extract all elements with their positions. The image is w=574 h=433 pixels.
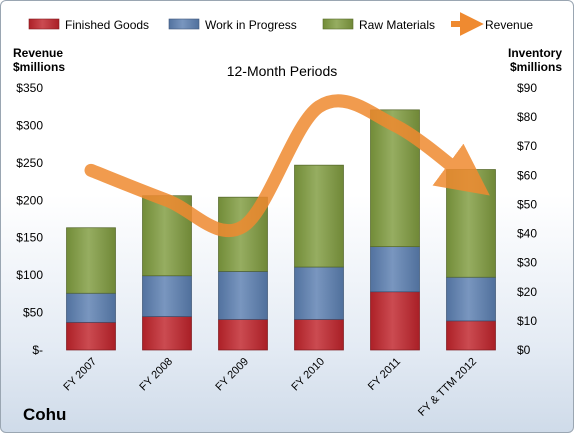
bar-work-in-progress-fy-ttm-2012 [446,276,496,322]
left-tick-label: $250 [16,156,43,170]
bar-raw-materials-fy-2007 [66,227,116,294]
legend-swatch-work-in-progress [168,18,200,30]
bar-finished-goods-fy-2008 [142,316,192,351]
bar-work-in-progress-fy-2010 [294,266,344,320]
right-tick-label: $80 [517,110,537,124]
left-tick-label: $300 [16,118,43,132]
left-tick-label: $50 [23,306,43,320]
legend-swatch-finished-goods [28,18,60,30]
right-axis-title-line2: $millions [510,60,562,74]
bar-work-in-progress-fy-2011 [370,246,420,293]
bar-finished-goods-fy-2009 [218,319,268,351]
bar-work-in-progress-fy-2007 [66,292,116,323]
bar-work-in-progress-fy-2009 [218,271,268,320]
left-axis-title-line1: Revenue [13,46,63,60]
bar-raw-materials-fy-2010 [294,164,344,268]
x-tick-label: FY & TTM 2012 [416,356,479,419]
right-axis-ticks: $0 $10 $20 $30 $40 $50 $60 $70 $80 $90 [517,81,537,357]
right-tick-label: $60 [517,168,537,182]
x-tick-label: FY 2010 [289,356,327,394]
x-tick-label: FY 2009 [213,356,251,394]
right-tick-label: $90 [517,81,537,95]
bar-finished-goods-fy-2007 [66,321,116,351]
right-tick-label: $70 [517,139,537,153]
legend-label-revenue: Revenue [485,18,533,32]
legend-label-raw-materials: Raw Materials [359,18,435,32]
bar-finished-goods-fy-2010 [294,319,344,351]
left-tick-label: $200 [16,193,43,207]
bar-finished-goods-fy-ttm-2012 [446,320,496,351]
left-tick-label: $150 [16,231,43,245]
legend-swatch-raw-materials [322,18,354,30]
left-tick-label: $- [32,343,43,357]
right-tick-label: $50 [517,197,537,211]
bar-finished-goods-fy-2011 [370,291,420,351]
legend: Finished Goods Work in Progress Raw Materi… [28,12,533,36]
revenue-line-layer [84,94,490,238]
left-tick-label: $100 [16,268,43,282]
x-tick-label: FY 2011 [366,356,403,393]
revenue-line [84,94,490,238]
right-axis-title-line1: Inventory [508,46,562,60]
right-tick-label: $0 [517,343,531,357]
right-tick-label: $30 [517,256,537,270]
left-axis-title-line2: $millions [13,60,65,74]
right-tick-label: $20 [517,285,537,299]
bar-work-in-progress-fy-2008 [142,275,192,317]
left-tick-label: $350 [16,81,43,95]
left-axis-ticks: $- $50 $100 $150 $200 $250 $300 $350 [16,81,43,357]
x-axis-labels: FY 2007 FY 2008 FY 2009 FY 2010 FY 2011 FY & … [61,356,479,419]
x-tick-label: FY 2007 [61,356,99,394]
x-tick-label: FY 2008 [137,356,175,394]
company-name: Cohu [23,405,67,424]
right-tick-label: $40 [517,227,537,241]
right-tick-label: $10 [517,314,537,328]
legend-label-work-in-progress: Work in Progress [205,18,297,32]
legend-label-finished-goods: Finished Goods [65,18,149,32]
chart-title: 12-Month Periods [227,63,338,79]
